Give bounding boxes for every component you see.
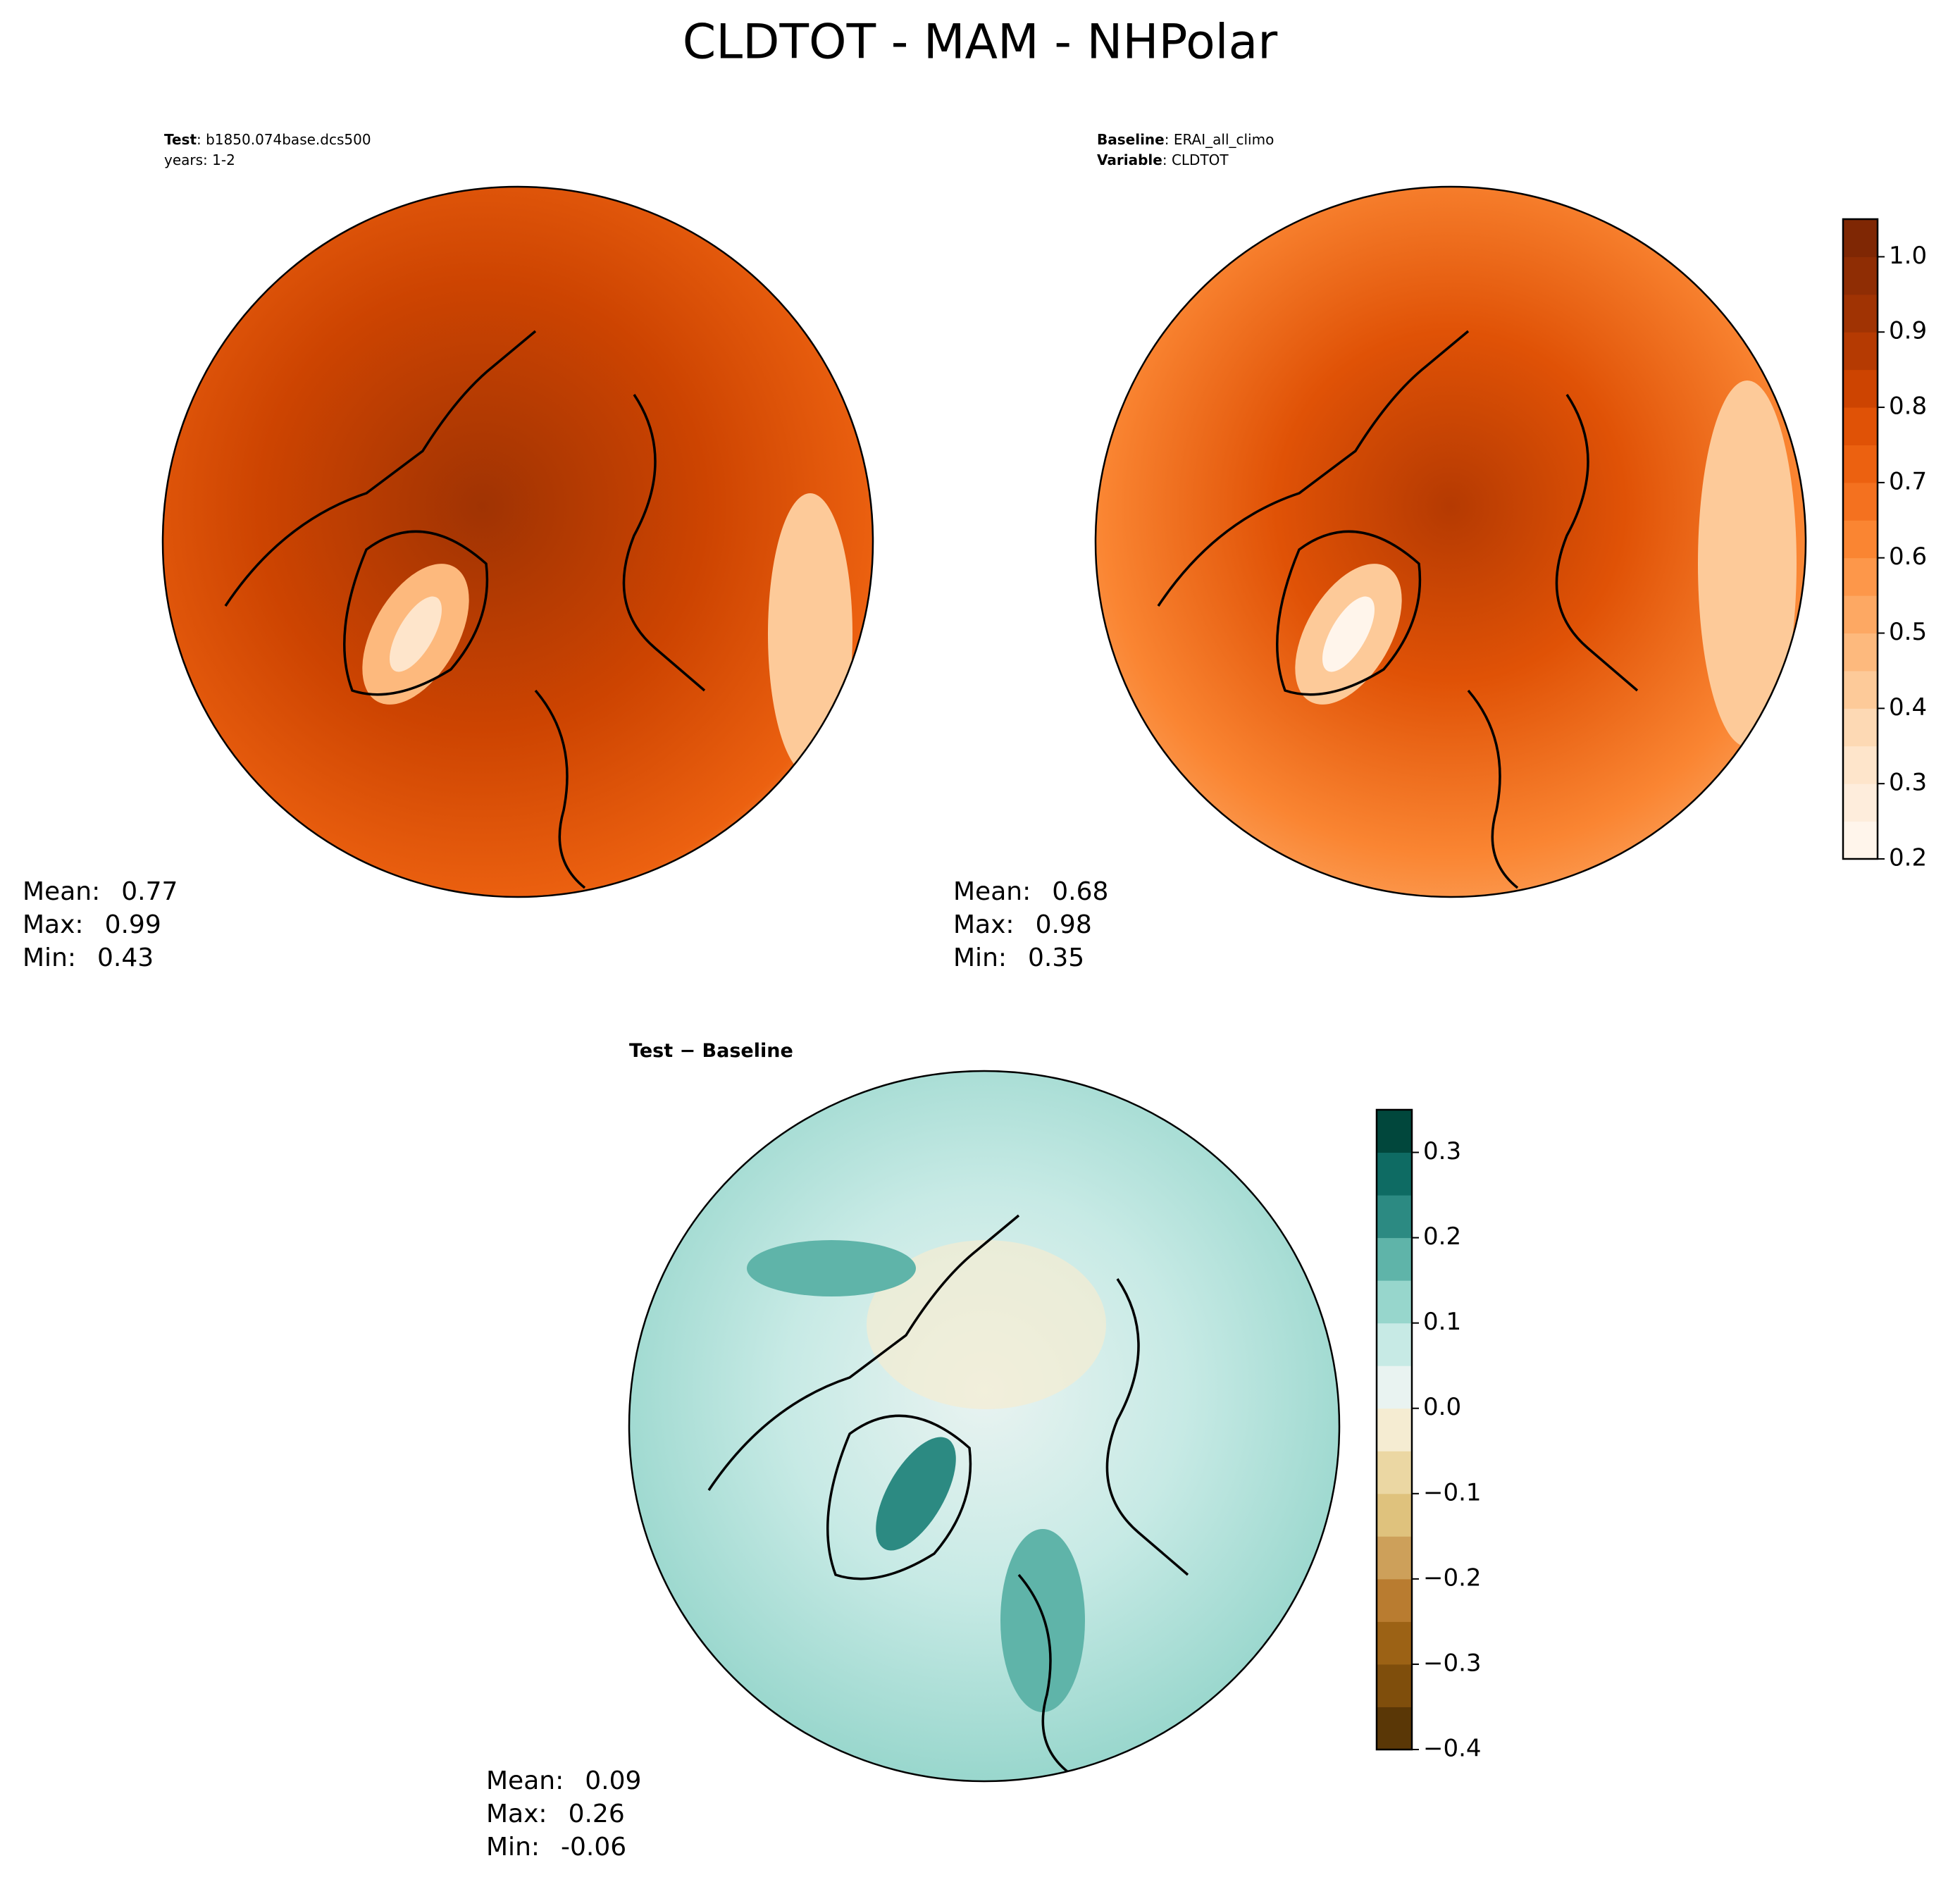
panel-header: Variable: CLDTOT [1097, 151, 1229, 168]
colorbar-band [1377, 1110, 1412, 1153]
stat: Min: 0.43 [23, 943, 154, 972]
colorbar-band [1377, 1451, 1412, 1494]
colorbar-band [1843, 407, 1878, 445]
colorbar-tick-label: 0.2 [1889, 844, 1927, 872]
colorbar-band [1843, 633, 1878, 671]
stat-value: 0.09 [585, 1766, 641, 1795]
colorbar-tick-label: 1.0 [1889, 242, 1927, 270]
header-key: Test [164, 131, 197, 148]
colorbar-tick-label: 0.2 [1423, 1222, 1461, 1251]
panel-header: Test − Baseline [629, 1040, 793, 1062]
colorbar-band [1377, 1707, 1412, 1750]
colorbar-band [1843, 219, 1878, 257]
colorbar-tick-label: −0.4 [1423, 1735, 1482, 1763]
stat-label: Min: [953, 943, 1007, 972]
colorbar-band [1843, 332, 1878, 371]
stat-value: 0.77 [121, 877, 178, 906]
colorbar-band [1377, 1280, 1412, 1324]
stat: Max: 0.26 [486, 1800, 625, 1828]
colorbar-tick-label: 0.8 [1889, 392, 1927, 421]
colorbar-band [1377, 1408, 1412, 1451]
colorbar-tick-label: 0.7 [1889, 467, 1927, 495]
colorbar-tick-label: 0.9 [1889, 317, 1927, 345]
map-baseline [1096, 187, 1806, 897]
stat-label: Mean: [486, 1766, 564, 1795]
header-text: years: 1-2 [164, 151, 235, 168]
colorbar-frame [1375, 1108, 1413, 1751]
colorbar-band [1377, 1536, 1412, 1580]
stat-label: Max: [953, 910, 1015, 939]
map-border [1094, 185, 1807, 898]
panel-header: Baseline: ERAI_all_climo [1097, 131, 1274, 148]
figure-title: CLDTOT - MAM - NHPolar [683, 15, 1277, 70]
stat: Max: 0.99 [23, 910, 161, 939]
colorbar-frame [1842, 218, 1879, 860]
map-border [161, 185, 874, 898]
stat-value: 0.43 [97, 943, 154, 972]
stat: Min: -0.06 [486, 1833, 626, 1862]
colorbar-band [1377, 1366, 1412, 1409]
stat-label: Max: [486, 1800, 547, 1828]
stat-label: Mean: [953, 877, 1031, 906]
colorbar-tick-label: −0.1 [1423, 1478, 1482, 1506]
header-key: Test − Baseline [629, 1040, 793, 1062]
stat: Mean: 0.68 [953, 877, 1108, 906]
colorbar-band [1377, 1578, 1412, 1622]
colorbar-band [1377, 1237, 1412, 1281]
stat-value: 0.35 [1028, 943, 1084, 972]
colorbar-band [1843, 670, 1878, 709]
stat-label: Min: [486, 1833, 540, 1862]
stat: Min: 0.35 [953, 943, 1084, 972]
stat-value: 0.68 [1052, 877, 1108, 906]
colorbar-band [1843, 369, 1878, 408]
colorbar-band [1377, 1323, 1412, 1366]
stat-label: Min: [23, 943, 76, 972]
colorbar-band [1843, 745, 1878, 784]
colorbar-band [1843, 784, 1878, 822]
colorbar-tick-label: −0.2 [1423, 1564, 1482, 1592]
colorbar-band [1377, 1493, 1412, 1537]
colorbar-tick-label: −0.3 [1423, 1649, 1482, 1677]
colorbar-band [1843, 445, 1878, 483]
colorbar-band [1843, 595, 1878, 634]
colorbar-band [1843, 708, 1878, 747]
stat: Max: 0.98 [953, 910, 1092, 939]
colorbar-band [1377, 1152, 1412, 1196]
header-text: : b1850.074base.dcs500 [197, 131, 371, 148]
colorbar-band [1843, 821, 1878, 860]
header-text: : ERAI_all_climo [1165, 131, 1274, 148]
colorbar-tick-label: 0.4 [1889, 693, 1927, 722]
colorbar-band [1377, 1664, 1412, 1707]
colorbar-tick-label: 0.5 [1889, 618, 1927, 646]
colorbar-tick-label: 0.0 [1423, 1393, 1461, 1421]
colorbar-band [1843, 557, 1878, 596]
panel-header: years: 1-2 [164, 151, 235, 168]
header-key: Baseline [1097, 131, 1165, 148]
colorbar-band [1843, 520, 1878, 559]
map-difference [629, 1071, 1339, 1781]
stat-value: 0.99 [105, 910, 161, 939]
colorbar-band [1843, 482, 1878, 521]
stat: Mean: 0.09 [486, 1766, 641, 1795]
map-border [628, 1070, 1341, 1783]
colorbar-band [1843, 256, 1878, 295]
colorbar-band [1843, 294, 1878, 333]
header-text: : CLDTOT [1162, 151, 1229, 168]
colorbar-band [1377, 1195, 1412, 1239]
panel-header: Test: b1850.074base.dcs500 [164, 131, 371, 148]
stat-value: 0.26 [569, 1800, 625, 1828]
colorbar-tick-label: 0.6 [1889, 543, 1927, 571]
stat: Mean: 0.77 [23, 877, 178, 906]
stat-label: Max: [23, 910, 84, 939]
colorbar-tick-label: 0.3 [1423, 1137, 1461, 1165]
header-key: Variable [1097, 151, 1162, 168]
colorbar-tick-label: 0.1 [1423, 1308, 1461, 1336]
stat-value: 0.98 [1036, 910, 1092, 939]
stat-value: -0.06 [561, 1833, 626, 1862]
colorbar-tick-label: 0.3 [1889, 769, 1927, 797]
colorbar-band [1377, 1621, 1412, 1665]
map-test [163, 187, 873, 897]
stat-label: Mean: [23, 877, 100, 906]
